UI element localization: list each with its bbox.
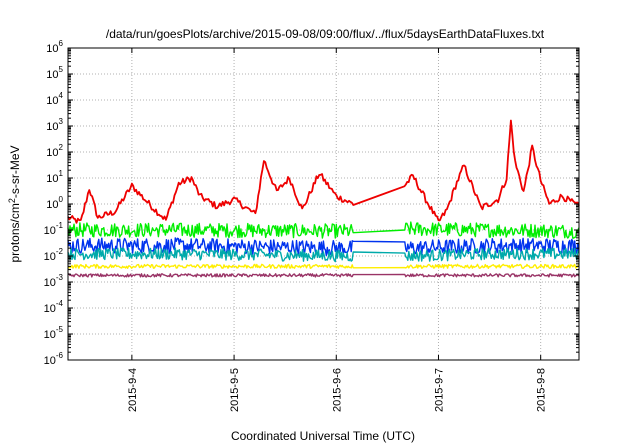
x-tick-label: 2015-9-5 [229,368,241,412]
y-tick-base: 10 [46,173,58,185]
y-tick-label: 10-4 [44,299,64,315]
y-tick-exponent: 2 [59,143,64,152]
y-tick-base: 10 [44,303,56,315]
y-tick-exponent: -1 [56,221,64,230]
series-line [67,237,580,257]
y-tick-base: 10 [44,225,56,237]
y-tick-label: 100 [46,195,63,211]
y-tick-label: 106 [46,39,63,55]
x-axis-ticks: 2015-9-4 2015-9-5 2015-9-6 2015-9-7 2015-9-8 [127,48,548,412]
series-line [67,273,580,278]
y-tick-exponent: 5 [59,65,64,74]
y-tick-label: 10-5 [44,325,64,341]
y-tick-base: 10 [44,329,56,341]
y-tick-exponent: -3 [56,273,64,282]
series-line [67,247,580,263]
x-tick-label: 2015-9-7 [433,368,445,412]
series-group [67,119,580,278]
y-tick-base: 10 [46,121,58,133]
y-axis-label: protons/cm2-s-sr-MeV [7,145,22,262]
y-tick-exponent: 4 [59,91,64,100]
y-tick-exponent: -4 [56,299,64,308]
y-tick-base: 10 [44,251,56,263]
y-tick-exponent: -5 [56,325,64,334]
y-axis-ticks: 10-610-510-410-310-210-11001011021031041… [44,39,579,367]
y-tick-label: 10-2 [44,247,64,263]
y-tick-base: 10 [46,43,58,55]
y-tick-exponent: 1 [59,169,64,178]
x-axis-label: Coordinated Universal Time (UTC) [231,429,415,443]
y-tick-exponent: 0 [59,195,64,204]
y-tick-base: 10 [46,199,58,211]
y-tick-base: 10 [46,147,58,159]
y-tick-label: 104 [46,91,63,107]
y-tick-exponent: -2 [56,247,64,256]
chart-title: /data/run/goesPlots/archive/2015-09-08/0… [106,27,545,41]
y-tick-base: 10 [46,69,58,81]
y-tick-exponent: 3 [59,117,64,126]
y-tick-base: 10 [46,95,58,107]
y-tick-label: 102 [46,143,63,159]
series-line [67,221,580,239]
x-tick-label: 2015-9-6 [331,368,343,412]
y-tick-label: 10-6 [44,351,64,367]
y-tick-label: 101 [46,169,63,185]
y-tick-label: 10-3 [44,273,64,289]
y-tick-exponent: 6 [59,39,64,48]
y-tick-base: 10 [44,277,56,289]
y-tick-exponent: -6 [56,351,64,360]
series-line [67,263,580,269]
y-tick-label: 105 [46,65,63,81]
x-tick-label: 2015-9-4 [127,368,139,412]
y-tick-base: 10 [44,355,56,367]
y-tick-label: 103 [46,117,63,133]
gridlines [68,48,579,360]
y-tick-label: 10-1 [44,221,64,237]
series-line [67,119,580,224]
x-tick-label: 2015-9-8 [536,368,548,412]
